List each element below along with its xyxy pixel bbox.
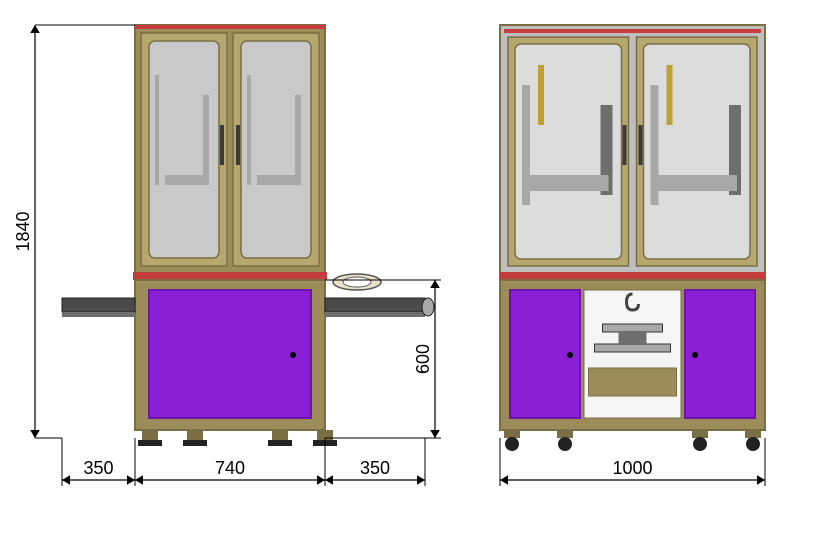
caster-wheel (746, 437, 760, 451)
caster-wheel (558, 437, 572, 451)
caster-wheel (693, 437, 707, 451)
foot (138, 440, 162, 446)
conveyor-right (325, 298, 425, 312)
foot (268, 440, 292, 446)
front-view (62, 25, 434, 446)
technical-drawing: 1840 600 350 740 350 1000 (0, 0, 831, 543)
door-handle (236, 125, 240, 165)
caster-wheel (505, 437, 519, 451)
svg-text:1840: 1840 (13, 211, 33, 251)
conveyor-left (62, 298, 135, 312)
svg-text:350: 350 (360, 458, 390, 478)
door-handle (220, 125, 224, 165)
svg-text:1000: 1000 (612, 458, 652, 478)
svg-text:350: 350 (83, 458, 113, 478)
svg-text:740: 740 (215, 458, 245, 478)
lower-purple-door (149, 290, 311, 418)
foot (183, 440, 207, 446)
svg-text:600: 600 (413, 344, 433, 374)
side-view (500, 25, 765, 451)
